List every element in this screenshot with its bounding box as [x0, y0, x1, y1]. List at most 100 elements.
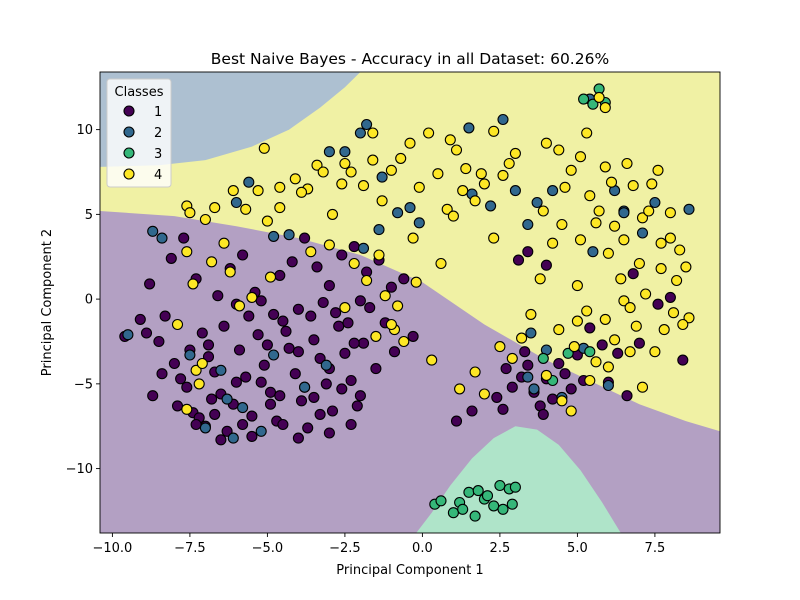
data-point-class-4: [447, 210, 459, 222]
data-point-class-1: [202, 339, 215, 351]
data-point-class-2: [268, 349, 280, 361]
data-point-class-1: [237, 418, 249, 431]
data-point-class-4: [336, 178, 348, 190]
data-point-class-2: [199, 422, 211, 434]
data-point-class-1: [450, 415, 463, 427]
data-point-class-3: [562, 347, 574, 359]
data-point-class-2: [184, 349, 196, 361]
data-point-class-1: [140, 327, 153, 339]
data-point-class-4: [432, 168, 444, 180]
data-point-class-2: [230, 196, 242, 209]
data-point-class-4: [506, 352, 518, 364]
data-point-class-1: [218, 320, 230, 332]
data-point-class-1: [512, 254, 525, 266]
data-point-class-2: [376, 171, 388, 183]
data-point-class-2: [413, 217, 425, 229]
data-point-class-1: [171, 400, 184, 412]
data-point-class-4: [488, 232, 500, 244]
data-point-class-4: [339, 302, 351, 314]
data-point-class-1: [302, 422, 314, 434]
data-point-class-2: [522, 218, 534, 231]
data-point-class-4: [571, 315, 583, 327]
data-point-class-2: [392, 207, 404, 219]
data-point-class-4: [497, 169, 509, 181]
data-point-class-4: [184, 207, 196, 219]
data-point-class-1: [339, 347, 351, 359]
data-point-class-4: [426, 354, 438, 366]
data-point-class-4: [655, 237, 667, 249]
data-point-class-4: [655, 263, 667, 275]
data-point-class-2: [357, 242, 370, 254]
data-point-class-4: [556, 395, 568, 407]
data-point-class-1: [206, 393, 218, 405]
data-point-class-1: [320, 378, 332, 390]
data-point-class-1: [277, 418, 289, 431]
data-point-class-1: [330, 307, 342, 319]
x-tick-label: 5.0: [567, 541, 588, 556]
data-point-class-1: [209, 408, 221, 420]
data-point-class-4: [392, 300, 404, 312]
data-point-class-4: [593, 205, 605, 217]
data-point-class-4: [621, 157, 633, 170]
data-point-class-1: [308, 334, 320, 346]
data-point-class-4: [469, 195, 481, 207]
y-axis-ticks: −10 −5 0 5 10: [66, 123, 100, 477]
data-point-class-1: [522, 359, 534, 371]
data-point-class-2: [156, 232, 168, 244]
data-point-class-2: [531, 196, 543, 209]
data-point-class-2: [268, 230, 280, 242]
data-point-class-4: [457, 185, 469, 197]
data-point-class-1: [221, 425, 233, 437]
data-point-class-1: [500, 363, 512, 375]
data-point-class-3: [488, 500, 500, 512]
data-point-class-4: [556, 218, 568, 231]
data-point-class-1: [370, 363, 382, 375]
data-point-class-1: [175, 373, 187, 385]
data-point-class-1: [134, 313, 146, 325]
data-point-class-1: [283, 342, 295, 354]
x-tick-label: −7.5: [174, 541, 206, 556]
data-point-class-4: [181, 403, 193, 415]
data-point-class-1: [240, 371, 252, 383]
data-point-class-1: [295, 395, 308, 407]
data-point-class-4: [599, 161, 611, 173]
data-point-class-4: [193, 378, 205, 390]
data-point-class-1: [212, 290, 224, 302]
data-point-class-3: [537, 352, 549, 364]
data-point-class-1: [342, 317, 354, 329]
x-tick-label: −10.0: [92, 541, 132, 556]
data-point-class-1: [336, 249, 348, 261]
data-point-class-1: [181, 381, 193, 393]
data-point-class-1: [314, 352, 326, 364]
data-point-class-4: [323, 239, 335, 251]
data-point-class-1: [354, 295, 366, 307]
data-point-class-4: [469, 366, 481, 378]
data-point-class-1: [144, 278, 156, 290]
data-point-class-2: [255, 425, 267, 437]
data-point-class-4: [252, 185, 264, 197]
data-point-class-1: [333, 320, 345, 332]
data-point-class-4: [274, 181, 286, 193]
data-point-class-4: [574, 234, 587, 246]
data-point-class-4: [196, 357, 208, 370]
data-point-class-1: [351, 400, 363, 412]
data-point-class-1: [292, 346, 304, 358]
data-point-class-4: [633, 257, 645, 270]
data-point-class-4: [636, 381, 649, 393]
data-point-class-4: [357, 180, 370, 192]
data-point-class-1: [553, 357, 565, 370]
data-point-class-2: [283, 229, 295, 241]
data-point-class-1: [196, 327, 208, 339]
data-point-class-2: [525, 327, 537, 339]
data-point-class-1: [255, 295, 267, 307]
data-point-class-4: [361, 274, 373, 287]
data-point-class-4: [264, 271, 277, 283]
data-point-class-1: [252, 329, 264, 341]
data-point-class-4: [559, 181, 571, 193]
data-point-class-4: [540, 369, 552, 381]
data-point-class-4: [574, 151, 587, 163]
data-point-class-1: [258, 359, 270, 371]
data-point-class-1: [497, 403, 509, 415]
data-point-class-4: [376, 195, 388, 207]
data-point-class-1: [215, 434, 227, 446]
